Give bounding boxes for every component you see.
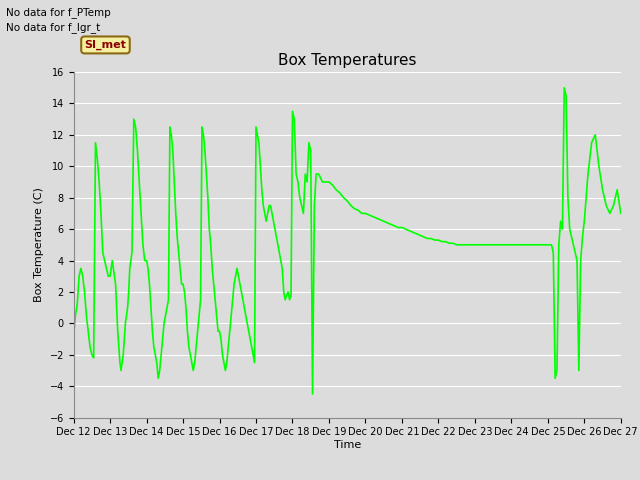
X-axis label: Time: Time (333, 440, 361, 450)
Y-axis label: Box Temperature (C): Box Temperature (C) (34, 187, 44, 302)
Title: Box Temperatures: Box Temperatures (278, 53, 417, 68)
Text: No data for f_PTemp: No data for f_PTemp (6, 7, 111, 18)
Text: SI_met: SI_met (84, 40, 127, 50)
Text: No data for f_lgr_t: No data for f_lgr_t (6, 22, 100, 33)
